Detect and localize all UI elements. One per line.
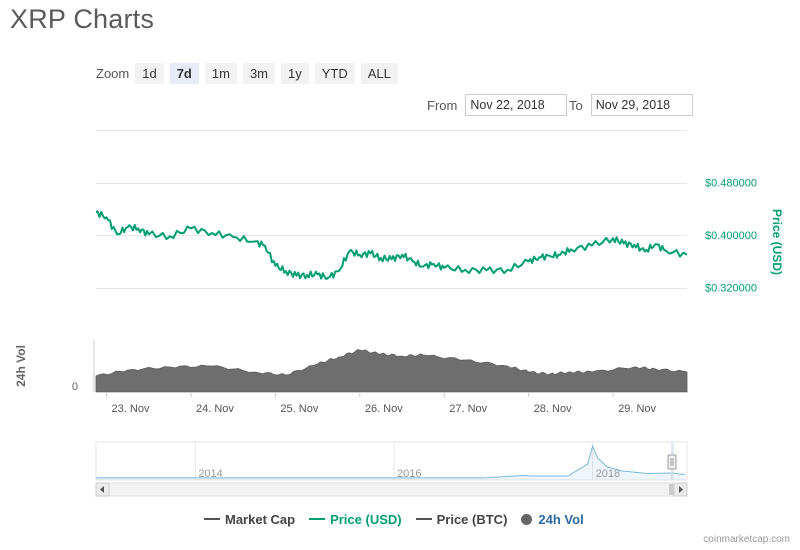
grid-lines — [96, 130, 687, 289]
zoom-ytd-button[interactable]: YTD — [314, 62, 355, 84]
legend-dot-icon — [521, 513, 533, 525]
time-tick-label: 26. Nov — [365, 403, 403, 415]
zoom-1d-button[interactable]: 1d — [135, 62, 164, 84]
time-tick-label: 28. Nov — [534, 403, 572, 415]
volume-axis-title: 24h Vol — [14, 345, 28, 387]
price-usd-line — [95, 210, 688, 281]
page-title: XRP Charts — [10, 4, 155, 34]
navigator-handle — [667, 454, 677, 470]
legend-line-icon — [309, 518, 326, 520]
time-tick-label: 27. Nov — [449, 403, 487, 415]
range-from: From Nov 22, 2018 — [427, 94, 568, 116]
zoom-7d-button[interactable]: 7d — [169, 62, 199, 84]
navigator[interactable]: 2014 2016 2018 — [95, 441, 688, 497]
time-tick-label: 23. Nov — [112, 403, 150, 415]
legend-item[interactable]: Price (BTC) — [415, 511, 508, 527]
price-plot — [95, 210, 688, 281]
range-to: To Nov 29, 2018 — [569, 94, 693, 116]
zoom-1m-button[interactable]: 1m — [204, 62, 237, 84]
navigator-year-label: 2018 — [596, 468, 620, 480]
legend-item[interactable]: Market Cap — [204, 512, 295, 527]
legend-item[interactable]: 24h Vol — [521, 511, 584, 527]
zoom-1y-button[interactable]: 1y — [281, 62, 309, 84]
price-axis: $0.320000 $0.400000 $0.480000 — [705, 178, 757, 295]
legend-label: Price (BTC) — [436, 511, 508, 527]
credits[interactable]: coinmarketcap.com — [703, 534, 790, 545]
legend-label: Market Cap — [225, 511, 296, 527]
time-axis: 23. Nov 24. Nov 25. Nov 26. Nov 27. Nov 28. N… — [96, 392, 687, 415]
legend-line-icon — [204, 518, 220, 520]
chevron-left-icon — [100, 486, 104, 493]
chevron-right-icon — [679, 486, 683, 493]
volume-zero-tick: 0 — [72, 381, 78, 393]
price-axis-title: Price (USD) — [770, 209, 784, 275]
navigator-year-label: 2016 — [397, 468, 421, 480]
legend-line-icon — [415, 518, 432, 520]
legend: Market Cap Price (USD) Price (BTC) 24h Vol — [204, 511, 598, 527]
scrollbar-thumb — [669, 484, 674, 495]
navigator-line — [96, 444, 686, 479]
price-tick-label: $0.320000 — [705, 283, 757, 295]
volume-plot — [93, 340, 688, 393]
zoom-3m-button[interactable]: 3m — [242, 62, 275, 84]
legend-label: 24h Vol — [538, 511, 584, 527]
time-tick-label: 25. Nov — [280, 403, 318, 415]
legend-label: Price (USD) — [330, 511, 402, 527]
navigator-scrollbar — [95, 482, 688, 497]
price-tick-label: $0.400000 — [705, 230, 757, 242]
volume-area — [95, 349, 688, 393]
legend-item[interactable]: Price (USD) — [309, 512, 402, 527]
price-tick-label: $0.480000 — [705, 178, 757, 190]
from-date-input[interactable]: Nov 22, 2018 — [465, 94, 568, 116]
zoom-label: Zoom — [96, 65, 130, 81]
time-tick-label: 24. Nov — [196, 403, 234, 415]
navigator-area — [96, 446, 685, 480]
to-label: To — [569, 97, 583, 113]
to-date-input[interactable]: Nov 29, 2018 — [590, 94, 693, 116]
zoom-all-button[interactable]: ALL — [360, 62, 398, 84]
time-tick-label: 29. Nov — [618, 403, 656, 415]
navigator-year-label: 2014 — [198, 468, 222, 480]
zoom-bar: Zoom 1d 7d 1m 3m 1y YTD ALL — [96, 62, 404, 84]
from-label: From — [427, 97, 458, 113]
